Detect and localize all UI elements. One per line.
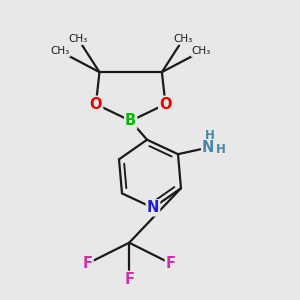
Text: H: H — [215, 142, 225, 156]
Text: F: F — [124, 272, 134, 287]
Text: O: O — [90, 97, 102, 112]
Text: H: H — [205, 129, 214, 142]
Text: F: F — [166, 256, 176, 271]
Text: B: B — [125, 113, 136, 128]
Text: CH₃: CH₃ — [191, 46, 211, 56]
Text: O: O — [159, 97, 172, 112]
Text: N: N — [202, 140, 214, 155]
Text: F: F — [82, 256, 93, 271]
Text: CH₃: CH₃ — [69, 34, 88, 44]
Text: CH₃: CH₃ — [173, 34, 193, 44]
Text: N: N — [147, 200, 159, 215]
Text: CH₃: CH₃ — [51, 46, 70, 56]
